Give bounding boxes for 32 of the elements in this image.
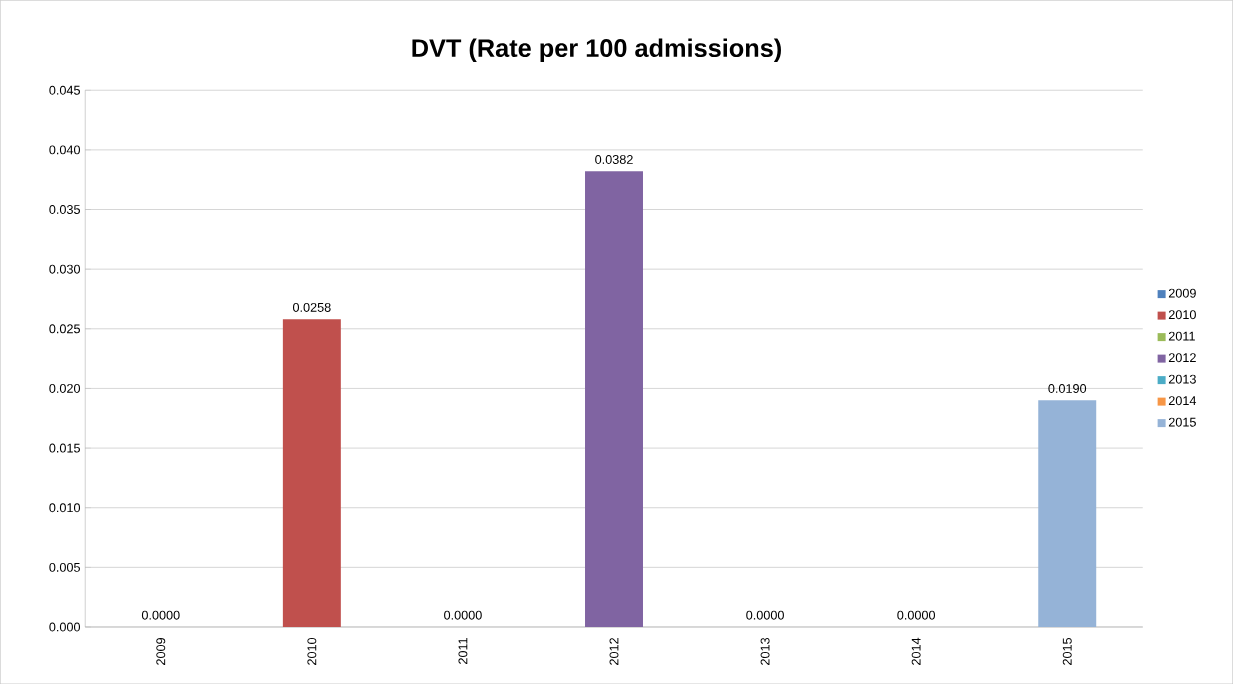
x-tick-label: 2014 xyxy=(911,637,921,665)
x-tick-label: 2011 xyxy=(458,637,468,664)
y-tick-label: 0.020 xyxy=(49,383,81,393)
legend-label: 2011 xyxy=(1168,331,1195,341)
x-tick-label: 2012 xyxy=(609,637,619,665)
y-tick-label: 0.010 xyxy=(49,503,81,513)
chart-title: DVT (Rate per 100 admissions) xyxy=(412,38,781,62)
y-tick-label: 0.000 xyxy=(49,622,81,632)
y-tick-label: 0.025 xyxy=(49,324,80,334)
data-label: 0.0382 xyxy=(595,154,633,164)
y-tick-label: 0.015 xyxy=(49,443,80,453)
y-tick-label: 0.030 xyxy=(49,264,81,274)
y-tick-label: 0.035 xyxy=(49,204,80,214)
data-label: 0.0000 xyxy=(746,610,784,620)
legend-label: 2009 xyxy=(1168,288,1196,298)
legend-label: 2013 xyxy=(1168,374,1196,384)
data-label: 0.0000 xyxy=(897,610,936,620)
x-tick-label: 2015 xyxy=(1062,637,1072,665)
data-label: 0.0258 xyxy=(292,302,331,312)
legend-label: 2015 xyxy=(1168,417,1196,427)
y-tick-label: 0.045 xyxy=(49,85,80,95)
legend-label: 2010 xyxy=(1168,310,1196,320)
x-tick-label: 2010 xyxy=(307,637,317,665)
data-label: 0.0190 xyxy=(1048,383,1087,393)
x-tick-label: 2013 xyxy=(760,637,770,665)
data-label: 0.0000 xyxy=(444,610,482,620)
data-label: 0.0000 xyxy=(141,610,180,620)
x-tick-label: 2009 xyxy=(156,637,166,665)
legend-label: 2012 xyxy=(1168,353,1196,363)
legend-label: 2014 xyxy=(1168,396,1197,406)
y-tick-label: 0.040 xyxy=(49,145,81,155)
y-tick-label: 0.005 xyxy=(49,562,80,572)
